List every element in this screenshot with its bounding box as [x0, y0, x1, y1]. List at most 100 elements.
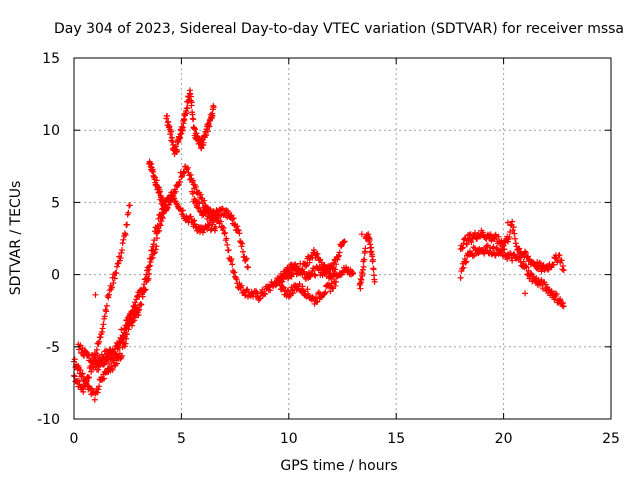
data-point — [176, 178, 183, 185]
x-tick-label: 5 — [177, 431, 186, 447]
data-point — [113, 270, 120, 277]
data-point — [101, 313, 108, 320]
data-point — [358, 231, 365, 238]
data-point — [222, 229, 229, 236]
data-point — [184, 104, 191, 111]
data-point — [511, 230, 518, 237]
data-point — [117, 339, 124, 346]
data-point — [135, 307, 142, 314]
data-point — [223, 235, 230, 242]
data-point — [79, 370, 86, 377]
data-point — [517, 254, 524, 261]
data-point — [520, 258, 527, 265]
data-point — [156, 188, 163, 195]
data-point — [504, 219, 511, 226]
data-point — [140, 285, 147, 292]
data-point — [314, 298, 321, 305]
data-point — [100, 321, 107, 328]
data-point — [143, 271, 150, 278]
data-point — [509, 257, 516, 264]
data-point — [236, 230, 243, 237]
data-point — [86, 374, 93, 381]
data-point — [527, 270, 534, 277]
data-point — [83, 377, 90, 384]
data-point — [217, 218, 224, 225]
data-point — [77, 367, 84, 374]
x-tick-label: 0 — [70, 431, 79, 447]
data-point — [333, 278, 340, 285]
data-point — [137, 300, 144, 307]
data-point — [197, 191, 204, 198]
data-point — [290, 290, 297, 297]
data-point — [350, 270, 357, 277]
data-point — [121, 325, 128, 332]
data-point — [201, 197, 208, 204]
data-point — [200, 139, 207, 146]
data-point — [184, 164, 191, 171]
data-point — [261, 290, 268, 297]
data-point — [88, 368, 95, 375]
data-point — [526, 275, 533, 282]
data-point — [220, 224, 227, 231]
data-point — [504, 256, 511, 263]
data-point — [548, 288, 555, 295]
data-point — [512, 240, 519, 247]
data-point — [257, 295, 264, 302]
data-point — [112, 350, 119, 357]
data-point — [239, 240, 246, 247]
data-point — [509, 218, 516, 225]
data-point — [231, 269, 238, 276]
data-point — [490, 243, 497, 250]
data-point — [224, 241, 231, 248]
data-point — [360, 263, 367, 270]
data-point — [238, 243, 245, 250]
x-axis-label: GPS time / hours — [280, 458, 397, 474]
data-point — [557, 296, 564, 303]
data-point — [71, 373, 78, 380]
data-point — [487, 231, 494, 238]
data-point — [313, 294, 320, 301]
data-point — [101, 361, 108, 368]
data-point — [120, 236, 127, 243]
data-point — [270, 283, 277, 290]
data-point — [560, 300, 567, 307]
data-point — [209, 112, 216, 119]
x-tick-label: 15 — [387, 431, 405, 447]
data-point — [333, 261, 340, 268]
data-point — [138, 301, 145, 308]
data-point — [153, 230, 160, 237]
data-point — [510, 224, 517, 231]
data-point — [509, 227, 516, 234]
data-point — [178, 174, 185, 181]
data-point — [93, 350, 100, 357]
data-point — [151, 174, 158, 181]
data-point — [522, 248, 529, 255]
data-point — [538, 268, 545, 275]
data-point — [157, 214, 164, 221]
data-point — [95, 366, 102, 373]
data-point — [174, 147, 181, 154]
data-point — [164, 113, 171, 120]
data-point — [141, 281, 148, 288]
data-point — [334, 256, 341, 263]
data-point — [82, 348, 89, 355]
data-point — [225, 247, 232, 254]
data-point — [553, 291, 560, 298]
x-tick-label: 25 — [602, 431, 620, 447]
data-point — [330, 260, 337, 267]
data-point — [280, 275, 287, 282]
data-point — [506, 234, 513, 241]
data-point — [125, 321, 132, 328]
data-point — [130, 314, 137, 321]
data-point — [262, 291, 269, 298]
data-point — [161, 199, 168, 206]
data-point — [190, 116, 197, 123]
data-point — [479, 229, 486, 236]
data-point — [101, 375, 108, 382]
data-point — [321, 290, 328, 297]
data-point — [516, 254, 523, 261]
data-point — [122, 322, 129, 329]
data-point — [468, 239, 475, 246]
data-point — [191, 125, 198, 132]
